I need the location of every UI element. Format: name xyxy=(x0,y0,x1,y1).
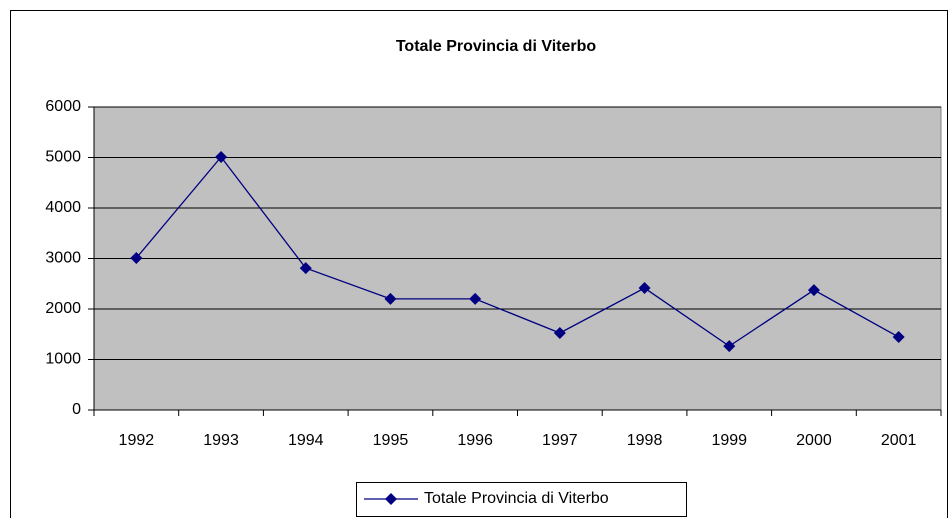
point-marker xyxy=(638,282,651,295)
legend-marker xyxy=(385,493,397,505)
x-tick-label: 1996 xyxy=(457,432,493,449)
x-tick-label: 1995 xyxy=(373,432,409,449)
x-tick-label: 1992 xyxy=(119,432,155,449)
point-marker xyxy=(892,331,905,344)
point-marker xyxy=(215,150,228,163)
x-tick-label: 1993 xyxy=(203,432,239,449)
point-marker xyxy=(130,251,143,264)
x-tick-label: 2001 xyxy=(881,432,917,449)
chart-title: Totale Provincia di Viterbo xyxy=(396,38,597,55)
x-tick-label: 1994 xyxy=(288,432,324,449)
point-marker xyxy=(469,292,482,305)
series-line xyxy=(135,155,899,347)
point-marker xyxy=(299,262,312,275)
legend-label: Totale Provincia di Viterbo xyxy=(424,490,609,507)
y-tick-label: 6000 xyxy=(45,98,81,115)
point-marker xyxy=(553,326,566,339)
y-tick-label: 4000 xyxy=(45,199,81,216)
y-tick-label: 1000 xyxy=(45,351,81,368)
x-tick-label: 1999 xyxy=(711,432,747,449)
x-tick-label: 1997 xyxy=(542,432,578,449)
y-tick-label: 2000 xyxy=(45,300,81,317)
y-tick-label: 3000 xyxy=(45,250,81,267)
point-marker xyxy=(807,284,820,297)
y-tick-label: 5000 xyxy=(45,149,81,166)
point-marker xyxy=(723,340,736,353)
x-tick-label: 2000 xyxy=(796,432,832,449)
x-tick-label: 1998 xyxy=(627,432,663,449)
point-marker xyxy=(384,292,397,305)
y-tick-label: 0 xyxy=(72,401,81,418)
